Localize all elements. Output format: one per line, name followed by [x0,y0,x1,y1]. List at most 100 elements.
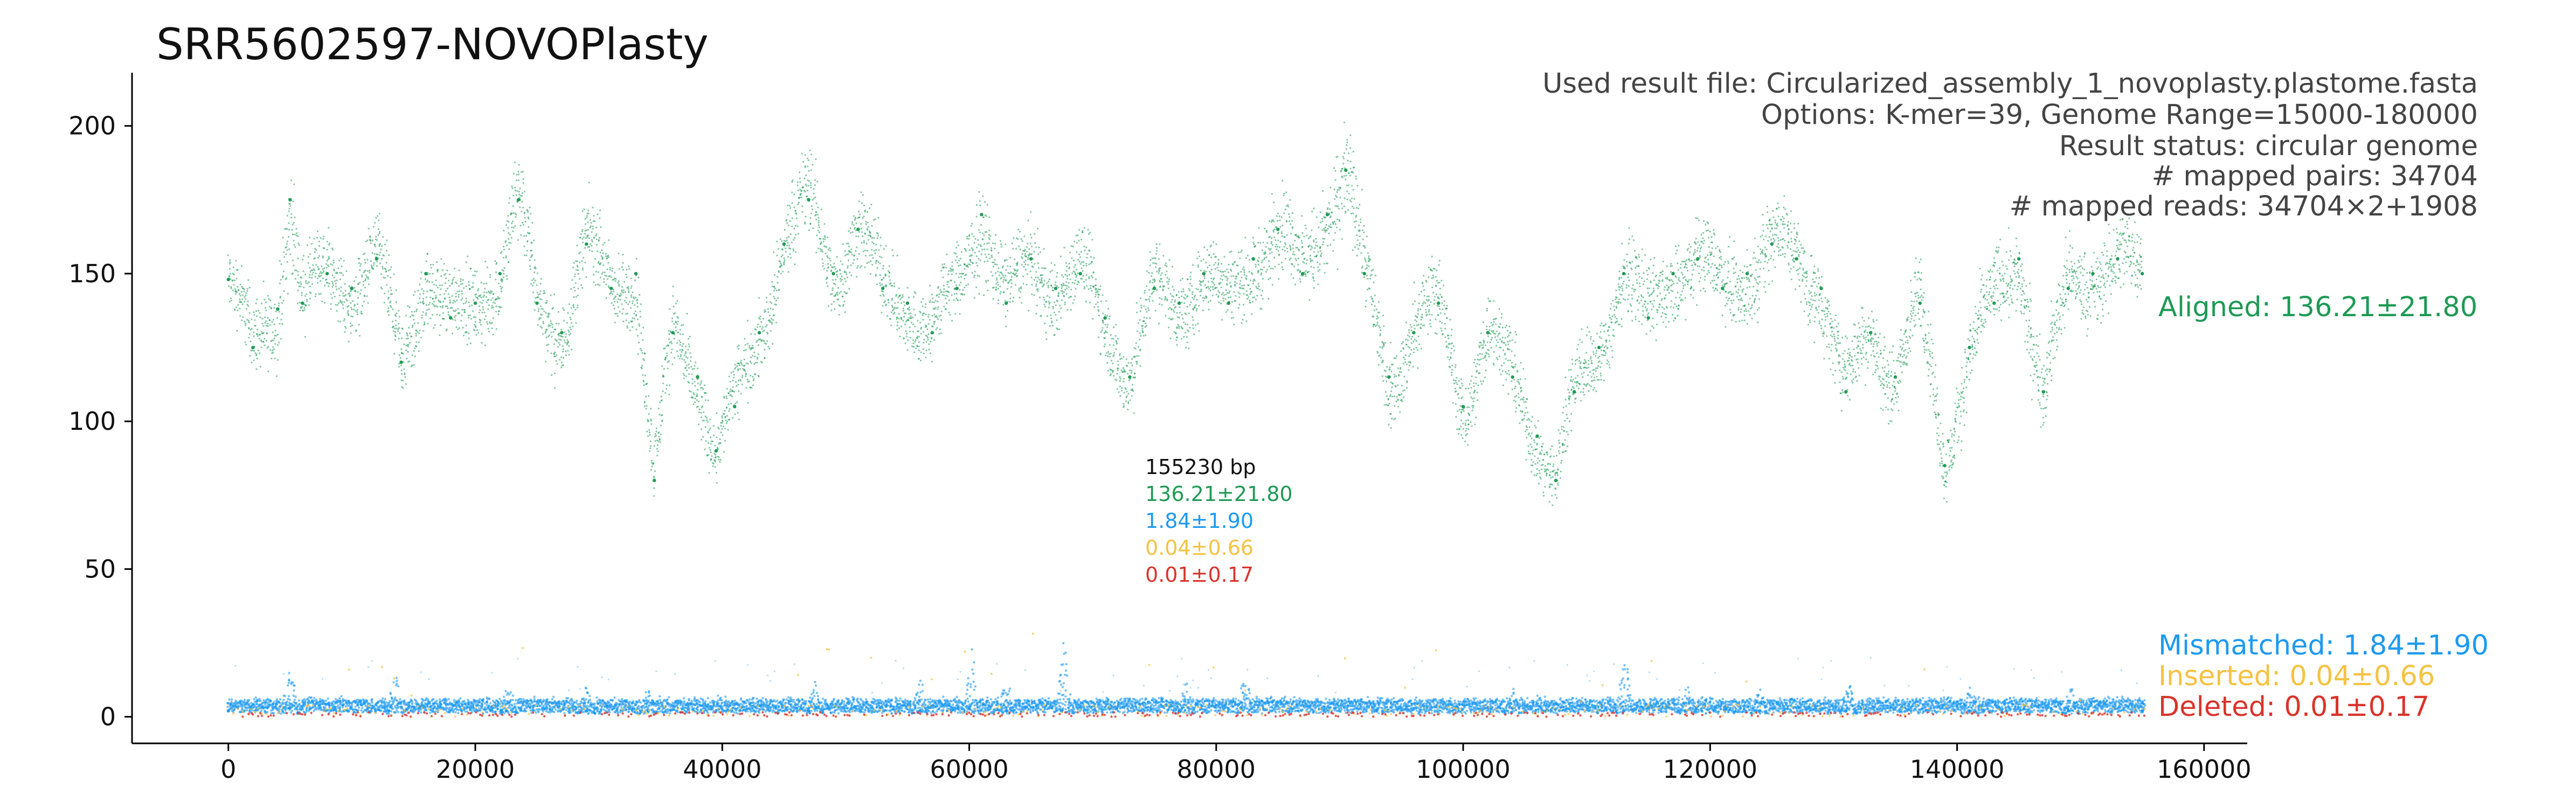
aligned-read [1280,261,1283,264]
aligned-read [1078,260,1081,262]
aligned-read [902,319,904,322]
aligned-read [1193,308,1195,311]
aligned-read [748,345,751,347]
aligned-read [866,249,868,252]
aligned-read [607,262,610,264]
aligned-read [1395,400,1397,402]
aligned-read [1308,270,1310,273]
aligned-read [1149,317,1151,319]
aligned-read [575,296,577,298]
aligned-read [407,337,409,340]
aligned-read [735,402,737,405]
aligned-read [1014,269,1016,271]
aligned-read [843,271,846,274]
aligned-read [1425,311,1427,314]
aligned-read [680,342,682,344]
aligned-read [1187,295,1189,297]
aligned-read [830,303,833,305]
aligned-read [430,317,432,319]
aligned-read [1159,303,1161,305]
aligned-read [728,410,730,412]
aligned-read [457,328,459,331]
aligned-read [775,240,778,242]
aligned-read [1087,228,1089,231]
aligned-read [442,301,445,303]
aligned-read [1301,232,1304,234]
aligned-read [754,356,756,358]
aligned-read [809,149,811,151]
aligned-read [775,299,777,302]
aligned-read [358,282,361,284]
aligned-read [337,267,340,269]
aligned-read [1305,227,1307,229]
aligned-read [931,294,933,296]
aligned-read [380,257,383,260]
aligned-read [520,225,522,227]
aligned-read [537,324,539,326]
aligned-read [597,283,599,285]
aligned-read [660,424,662,427]
aligned-read [634,296,636,299]
aligned-read [1400,350,1402,352]
aligned-read [1284,249,1286,252]
aligned-read [290,213,293,215]
aligned-read [1041,280,1043,282]
aligned-read [747,363,749,365]
aligned-read [272,346,274,348]
aligned-read [480,319,482,322]
aligned-read [1222,292,1224,294]
aligned-read [1395,386,1397,388]
aligned-read [968,238,970,240]
aligned-read [917,330,919,332]
aligned-read [465,324,467,326]
aligned-read [1395,375,1397,378]
aligned-read [1435,293,1437,295]
aligned-read [1343,205,1345,207]
aligned-read [853,224,855,226]
aligned-read [832,279,834,281]
aligned-read [1015,248,1017,250]
aligned-read [252,350,254,352]
aligned-read [1168,281,1170,283]
aligned-read [377,257,379,259]
aligned-read [919,311,922,314]
aligned-read [725,395,728,398]
aligned-read [822,240,825,242]
aligned-read [842,243,844,245]
aligned-read [442,305,444,307]
aligned-read [836,276,839,278]
aligned-read [309,292,312,294]
aligned-read [1204,284,1207,286]
aligned-read [1065,262,1067,264]
aligned-read [930,340,932,343]
aligned-read [752,384,754,386]
aligned-read [299,309,301,311]
aligned-read [706,454,708,456]
aligned-read [860,223,862,225]
aligned-read [380,273,383,275]
aligned-read [771,321,773,324]
aligned-read [1366,267,1368,269]
aligned-read [1301,242,1303,244]
aligned-read [632,300,634,302]
aligned-read [558,332,560,335]
aligned-read [1358,230,1360,232]
aligned-read [703,420,705,422]
aligned-read [1347,184,1349,186]
aligned-read [243,290,245,292]
aligned-read [446,288,448,290]
aligned-read [1333,167,1335,169]
aligned-read [1332,221,1334,224]
aligned-read [503,267,505,269]
aligned-read [413,294,415,296]
aligned-read [396,328,398,330]
aligned-read [430,267,432,269]
aligned-read [1307,246,1310,248]
aligned-read [1432,274,1434,276]
aligned-read [415,335,417,337]
aligned-read [1142,335,1145,337]
aligned-read [577,294,579,297]
aligned-read [1045,338,1048,340]
aligned-read [1373,324,1375,326]
aligned-read [1080,251,1082,253]
